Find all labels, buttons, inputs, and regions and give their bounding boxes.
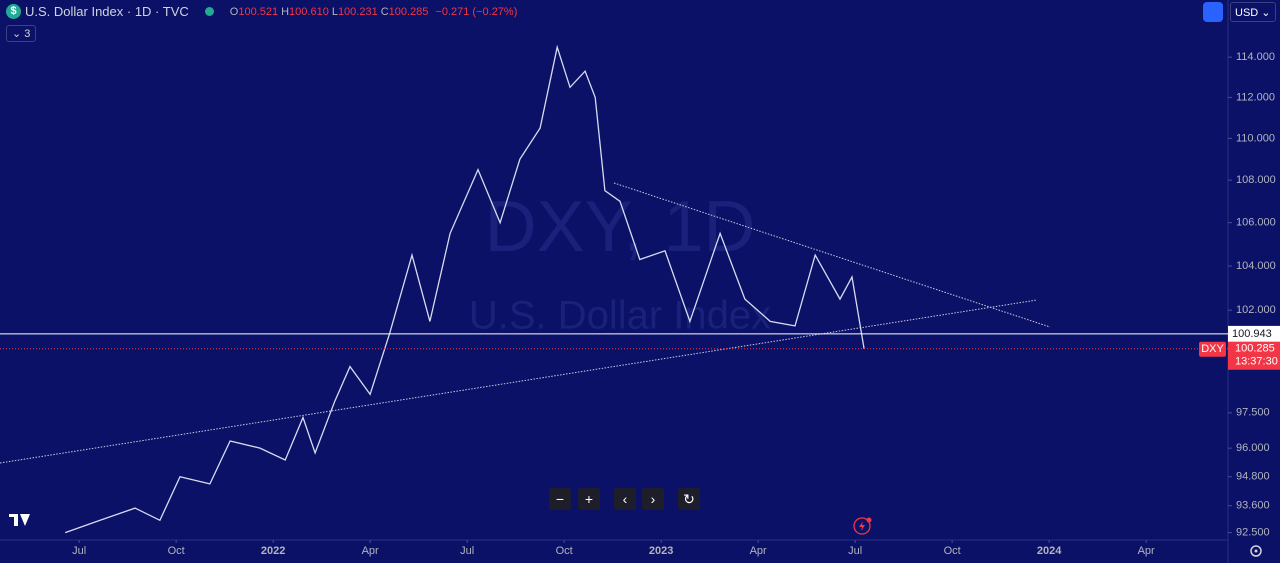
ohlc-key: L	[331, 5, 338, 18]
x-tick-label: 2022	[261, 545, 285, 557]
y-tick-label: 92.500	[1236, 527, 1270, 539]
y-tick-label: 104.000	[1236, 260, 1276, 272]
y-tick-label: 96.000	[1236, 442, 1270, 454]
ohlc-value: 100.521	[238, 5, 279, 18]
symbol-icon: $	[6, 4, 21, 19]
ohlc-value: 100.285	[388, 5, 429, 18]
x-tick-label: Apr	[362, 545, 379, 557]
zoom-in[interactable]: +	[578, 488, 600, 510]
indicator-count: 3	[24, 28, 31, 40]
change: −0.271 (−0.27%)	[435, 5, 518, 18]
header: $ U.S. Dollar Index · 1D · TVC O100.521 H…	[6, 4, 517, 19]
last-price-label: 100.285	[1235, 343, 1275, 355]
price-line	[64, 44, 865, 534]
scroll-right[interactable]: ›	[642, 488, 664, 510]
x-tick-label: Oct	[168, 545, 185, 557]
watermark-ticker: DXY, 1D	[485, 187, 756, 267]
indicators-toggle[interactable]: ⌄ 3	[6, 25, 37, 42]
trend-line	[0, 299, 1038, 464]
x-tick-label: Apr	[1138, 545, 1155, 557]
market-status	[204, 7, 214, 16]
y-tick-label: 97.500	[1236, 407, 1270, 419]
price-line-label-bg	[1228, 325, 1280, 342]
last-price-bg	[1228, 341, 1280, 370]
scroll-left[interactable]: ‹	[614, 488, 636, 510]
y-tick-label: 106.000	[1236, 217, 1276, 229]
y-tick-label: 93.600	[1236, 500, 1270, 512]
currency: USD	[1235, 7, 1259, 19]
y-tick-label: 114.000	[1236, 51, 1275, 63]
ohlc-key: C	[380, 5, 389, 18]
x-tick-label: 2023	[649, 545, 673, 557]
x-tick-label: Jul	[72, 545, 86, 557]
countdown: 13:37:30	[1235, 356, 1278, 368]
currency-button[interactable]: USD ⌄	[1230, 2, 1276, 22]
y-tick-label: 102.000	[1236, 304, 1276, 316]
y-tick-label: 108.000	[1236, 174, 1276, 186]
y-tick-label: 94.800	[1236, 471, 1270, 483]
watermark-name: U.S. Dollar Index	[469, 294, 771, 338]
zoom-out[interactable]: −	[549, 488, 571, 510]
ohlc: O100.521 H100.610 L100.231 C100.285	[230, 6, 432, 18]
ohlc-key: O	[229, 5, 239, 18]
price-line-label: 100.943	[1232, 328, 1272, 340]
x-tick-label: Jul	[848, 545, 862, 557]
settings-icon[interactable]	[1250, 545, 1262, 557]
x-tick-label: Oct	[556, 545, 573, 557]
ticker-label: DXY	[1201, 343, 1224, 355]
alert-icon[interactable]	[853, 517, 872, 535]
ohlc-value: 100.231	[337, 5, 378, 18]
x-tick-label: Jul	[460, 545, 474, 557]
ohlc-key: H	[281, 5, 290, 18]
y-tick-label: 112.000	[1236, 91, 1275, 103]
logo	[9, 514, 30, 526]
reset[interactable]: ↻	[678, 488, 700, 510]
symbol[interactable]: U.S. Dollar Index · 1D · TVC	[25, 4, 189, 19]
x-tick-label: Apr	[750, 545, 767, 557]
x-tick-label: Oct	[944, 545, 961, 557]
ohlc-value: 100.610	[289, 5, 329, 18]
y-tick-label: 110.000	[1236, 132, 1275, 144]
sync-button[interactable]	[1203, 2, 1223, 22]
ticker-label-bg	[1199, 341, 1226, 357]
x-tick-label: 2024	[1037, 545, 1062, 557]
